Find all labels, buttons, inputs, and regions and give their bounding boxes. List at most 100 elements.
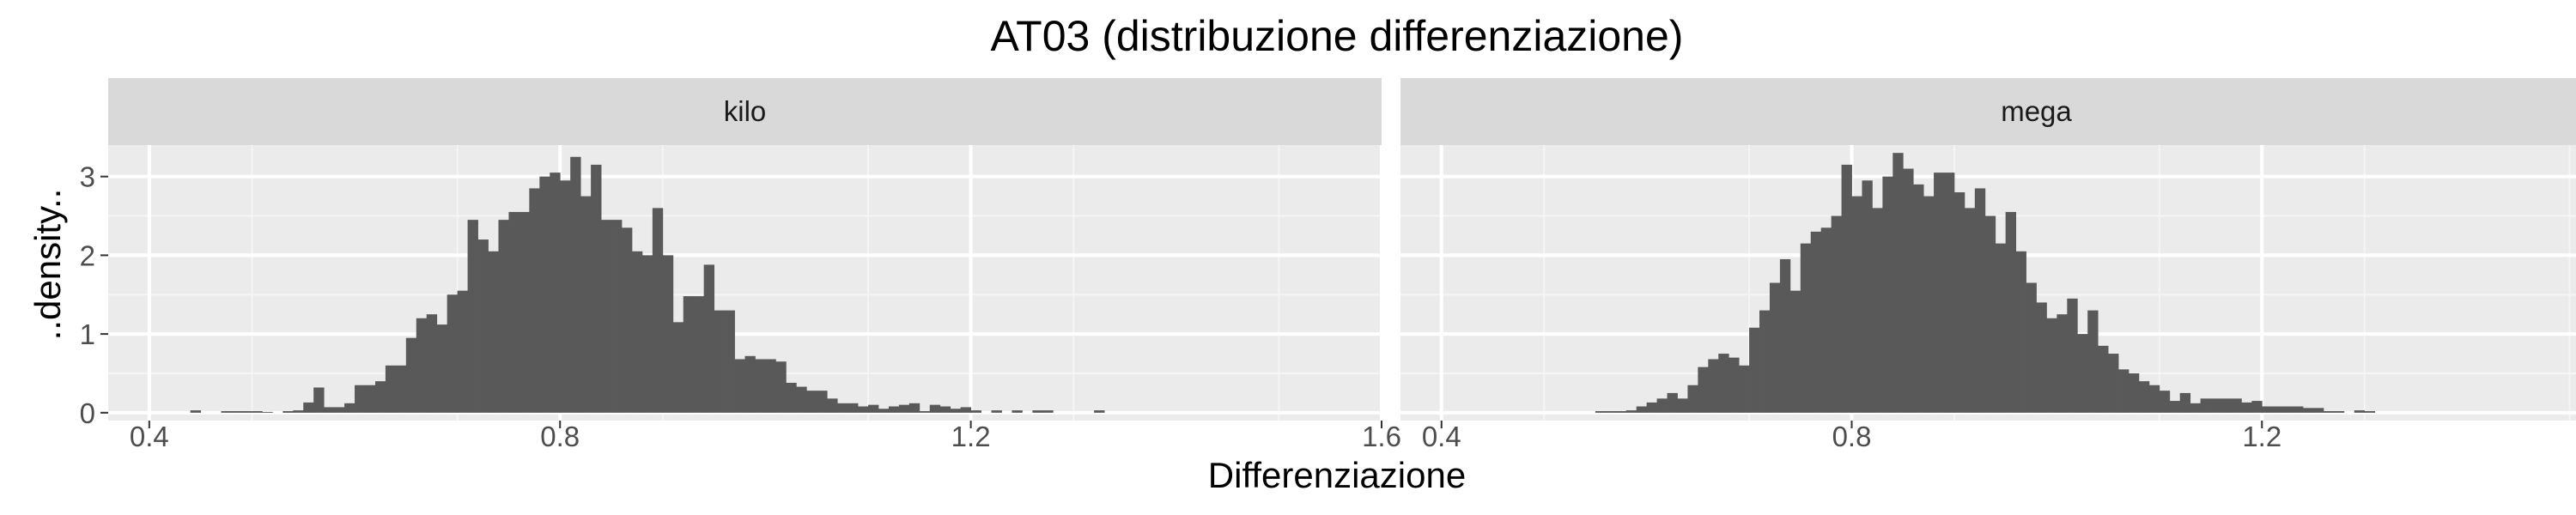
- histogram-bar: [519, 211, 530, 413]
- histogram-bar: [631, 251, 643, 413]
- histogram-bar: [303, 402, 314, 413]
- histogram-bar: [970, 410, 981, 413]
- histogram-bar: [1964, 208, 1976, 413]
- histogram-bar: [2200, 398, 2211, 413]
- histogram-bar: [1698, 367, 1709, 413]
- histogram-bar: [1820, 227, 1832, 413]
- histogram-bar: [1595, 410, 1607, 413]
- histogram-bar: [508, 211, 519, 413]
- histogram-bar: [529, 188, 540, 413]
- histogram-bar: [2293, 406, 2304, 413]
- histogram-bar: [1779, 258, 1791, 413]
- histogram-bar: [436, 324, 448, 413]
- histogram-bar: [744, 355, 756, 413]
- x-tick-label: 0.8: [540, 421, 580, 452]
- histogram-bar: [1974, 188, 1986, 413]
- histogram-bar: [2190, 403, 2201, 413]
- x-tick-label: 1.2: [2242, 421, 2281, 452]
- histogram-bar: [221, 410, 232, 413]
- histogram-bar: [837, 403, 848, 413]
- facet-panel-mega: mega 0.4 0.8 1.2: [1400, 78, 2576, 452]
- histogram-bar: [2169, 401, 2181, 413]
- histogram-bar: [293, 410, 304, 413]
- histogram-bar: [2251, 401, 2263, 413]
- histogram-bar: [488, 251, 499, 413]
- histogram-bar: [1882, 176, 1893, 413]
- histogram-bar: [724, 310, 735, 413]
- histogram-bar: [765, 359, 776, 413]
- y-axis-title: ..density..: [27, 189, 68, 341]
- histogram-bar: [344, 403, 355, 413]
- histogram-bar: [560, 180, 571, 413]
- histogram-bar: [641, 255, 653, 413]
- histogram-bar: [2026, 282, 2037, 413]
- x-tick-label: 0.8: [1832, 421, 1872, 452]
- facet-strip-label: kilo: [724, 95, 767, 127]
- histogram-bar: [888, 406, 900, 413]
- histogram-bar: [355, 385, 366, 413]
- histogram-bar: [334, 407, 345, 413]
- histogram-bar: [2057, 314, 2068, 413]
- histogram-bar: [858, 406, 869, 413]
- histogram-bar: [2231, 398, 2242, 413]
- histogram-bar: [364, 385, 376, 413]
- histogram-bar: [1984, 215, 1996, 413]
- histogram-bar: [1615, 410, 1627, 413]
- histogram-bar: [939, 406, 951, 413]
- histogram-bar: [262, 411, 273, 413]
- histogram-bar: [1995, 243, 2007, 413]
- histogram-bar: [611, 220, 623, 413]
- histogram-bar: [2118, 369, 2129, 413]
- histogram-bar: [2148, 385, 2160, 413]
- x-axis-title: Differenziazione: [1208, 455, 1466, 495]
- histogram-bar: [324, 407, 335, 413]
- histogram-bar: [796, 386, 807, 413]
- y-tick-label: 3: [80, 161, 95, 193]
- histogram-bar: [477, 239, 489, 413]
- histogram-bar: [1810, 231, 1822, 413]
- histogram-bar: [2221, 398, 2232, 413]
- histogram-bar: [550, 173, 561, 413]
- histogram-bar: [2364, 410, 2376, 413]
- histogram-bar: [1708, 359, 1719, 413]
- histogram-bar: [498, 220, 509, 413]
- histogram-bar: [2262, 406, 2273, 413]
- y-tick-label: 1: [80, 318, 95, 350]
- histogram-bar: [714, 310, 725, 413]
- histogram-bar: [1800, 243, 1812, 413]
- histogram-bar: [1841, 164, 1852, 413]
- x-tick-label: 0.4: [1422, 421, 1461, 452]
- histogram-bar: [1862, 180, 1873, 413]
- histogram-bar: [693, 296, 705, 413]
- histogram-bar: [878, 409, 890, 413]
- histogram-bar: [1944, 173, 1955, 413]
- histogram-bar: [621, 227, 633, 413]
- x-tick-label: 1.2: [951, 421, 991, 452]
- histogram-bar: [1749, 327, 1760, 413]
- histogram-bar: [806, 391, 817, 413]
- histogram-bar: [1656, 398, 1668, 413]
- histogram-bar: [734, 359, 745, 413]
- histogram-bar: [385, 365, 397, 413]
- histogram-bar: [467, 220, 478, 413]
- histogram-bar: [1605, 410, 1617, 413]
- histogram-bar: [1667, 392, 1678, 413]
- histogram-bar: [1769, 282, 1781, 413]
- histogram-bar: [2087, 310, 2099, 413]
- histogram-bar: [1042, 410, 1054, 413]
- histogram-bar: [1831, 215, 1842, 413]
- histogram-bar: [662, 255, 674, 413]
- histogram-bar: [929, 404, 941, 413]
- histogram-bar: [591, 164, 602, 413]
- histogram-bar: [672, 322, 684, 413]
- histogram-bar: [1913, 184, 1924, 413]
- histogram-bar: [580, 196, 592, 413]
- histogram-bar: [447, 294, 459, 413]
- histogram-bar: [817, 391, 828, 413]
- histogram-bar: [241, 410, 252, 413]
- histogram-bar: [2036, 302, 2047, 413]
- histogram-bar: [991, 410, 1002, 413]
- histogram-bar: [2312, 408, 2324, 413]
- histogram-bar: [2046, 318, 2057, 413]
